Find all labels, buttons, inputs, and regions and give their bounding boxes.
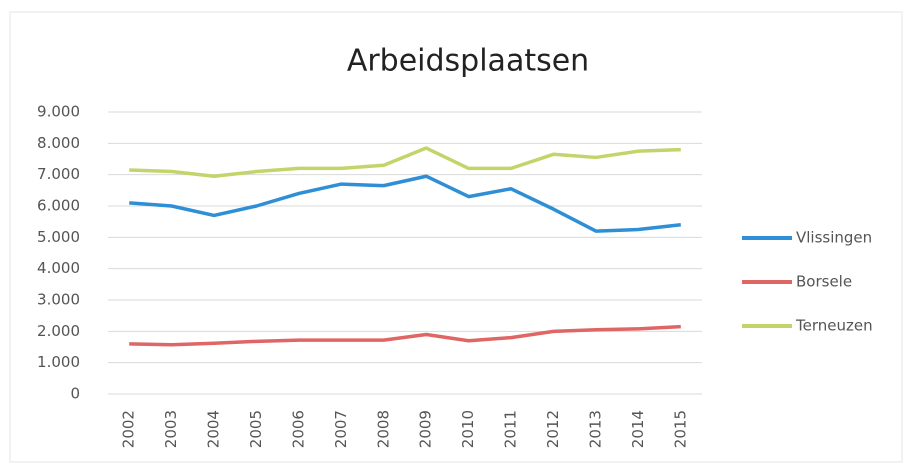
y-tick-label: 6.000 — [37, 197, 80, 215]
x-tick-label: 2002 — [120, 410, 138, 448]
series-line — [129, 324, 681, 347]
series-line — [129, 146, 681, 178]
x-tick-label: 2007 — [332, 410, 350, 448]
chart-title: Arbeidsplaatsen — [347, 44, 589, 79]
x-tick-label: 2010 — [459, 410, 477, 448]
x-tick-label: 2014 — [629, 410, 647, 448]
x-tick-label: 2008 — [374, 410, 392, 448]
y-tick-label: 1.000 — [37, 353, 80, 371]
x-tick-label: 2013 — [586, 410, 604, 448]
x-tick-label: 2003 — [162, 410, 180, 448]
series-line — [129, 174, 681, 233]
x-tick-label: 2009 — [417, 410, 435, 448]
x-tick-label: 2015 — [671, 410, 689, 448]
legend-label: Borsele — [796, 273, 852, 291]
y-tick-label: 4.000 — [37, 259, 80, 277]
x-tick-label: 2005 — [247, 410, 265, 448]
x-tick-label: 2011 — [502, 410, 520, 448]
y-tick-label: 9.000 — [37, 103, 80, 121]
y-tick-label: 7.000 — [37, 165, 80, 183]
y-tick-label: 2.000 — [37, 322, 80, 340]
legend-label: Terneuzen — [795, 317, 873, 335]
y-tick-label: 5.000 — [37, 228, 80, 246]
x-tick-label: 2004 — [205, 410, 223, 448]
legend-label: Vlissingen — [796, 229, 872, 247]
y-tick-label: 0 — [70, 385, 80, 403]
x-tick-label: 2012 — [544, 410, 562, 448]
x-tick-label: 2006 — [289, 410, 307, 448]
y-tick-label: 8.000 — [37, 134, 80, 152]
y-tick-label: 3.000 — [37, 291, 80, 309]
